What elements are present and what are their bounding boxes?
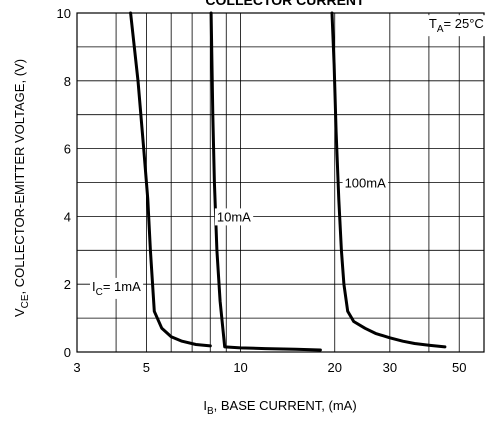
annotation-main: I — [92, 279, 96, 294]
grid-layer — [77, 13, 484, 352]
annotation-main: T — [429, 16, 437, 31]
annotation-rest: = 25°C — [444, 16, 484, 31]
y-tick-label: 6 — [64, 142, 71, 157]
annotation-main: 100mA — [345, 176, 387, 191]
annotation-group: 10mA — [214, 208, 254, 226]
x-tick-label: 5 — [143, 360, 150, 375]
x-tick-label: 20 — [328, 360, 342, 375]
x-tick-label: 50 — [452, 360, 466, 375]
series-line-1mA — [129, 11, 212, 348]
x-axis-label: IB, BASE CURRENT, (mA) — [203, 398, 356, 417]
annotation-label: IC= 1mA — [92, 279, 141, 298]
annotation-label: TA= 25°C — [429, 16, 484, 35]
annotation-rest: = 1mA — [103, 279, 141, 294]
y-axis-label: VCE, COLLECTOR-EMITTER VOLTAGE, (V) — [12, 59, 31, 317]
series-line-100mA — [330, 11, 447, 349]
y-axis-label-main: V — [12, 308, 27, 317]
annotation-sub: A — [437, 24, 444, 35]
series-layer — [129, 11, 447, 352]
annotation-group: TA= 25°C — [426, 15, 486, 37]
y-tick-label: 4 — [64, 209, 71, 224]
y-tick-label: 10 — [57, 6, 71, 21]
annotation-background — [426, 15, 486, 37]
x-tick-label: 3 — [73, 360, 80, 375]
annotation-group: IC= 1mA — [89, 277, 144, 299]
plot-frame — [76, 12, 485, 353]
annotation-background — [89, 277, 144, 299]
y-axis-label-rest: , COLLECTOR-EMITTER VOLTAGE, (V) — [12, 59, 27, 294]
annotation-layer: TA= 25°C IC= 1mA 10mA 100mA — [89, 15, 486, 299]
annotation-group: 100mA — [342, 174, 389, 192]
y-tick-label: 8 — [64, 74, 71, 89]
annotation-background — [342, 174, 389, 192]
y-tick-label: 0 — [64, 345, 71, 360]
tick-layer: 3 5 10 20 30 50 0 2 4 6 8 10 — [57, 6, 467, 375]
annotation-label: 10mA — [217, 209, 251, 224]
x-axis-label-main: I — [203, 398, 207, 413]
x-axis-label-sub: B — [207, 406, 214, 417]
annotation-label: 100mA — [345, 176, 387, 191]
annotation-main: 10mA — [217, 209, 251, 224]
x-axis-label-rest: , BASE CURRENT, (mA) — [214, 398, 357, 413]
series-line-10mA — [209, 11, 322, 352]
chart-title: COLLECTOR CURRENT — [205, 0, 365, 8]
x-tick-label: 10 — [233, 360, 247, 375]
x-tick-label: 30 — [383, 360, 397, 375]
y-axis-label-sub: CE — [20, 294, 31, 308]
annotation-sub: C — [96, 287, 103, 298]
annotation-background — [214, 208, 254, 226]
y-tick-label: 2 — [64, 277, 71, 292]
